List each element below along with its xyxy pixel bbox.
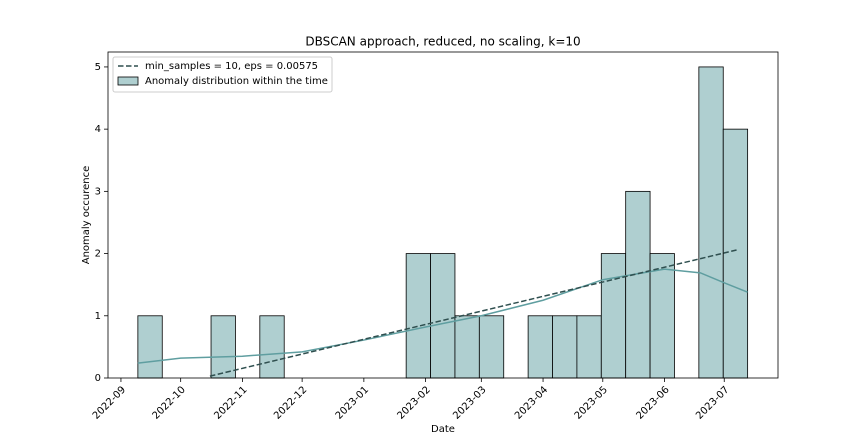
bar xyxy=(210,315,236,379)
kde-line xyxy=(137,268,748,364)
chart-title: DBSCAN approach, reduced, no scaling, k=… xyxy=(305,35,580,49)
bar xyxy=(600,253,627,379)
y-tick-label: 3 xyxy=(95,186,101,197)
y-tick-label: 2 xyxy=(95,249,101,260)
bar xyxy=(625,190,651,379)
bar xyxy=(576,315,602,379)
x-tick-label: 2023-05 xyxy=(573,384,610,421)
bar xyxy=(478,315,505,379)
y-tick-label: 1 xyxy=(95,311,101,322)
bar xyxy=(454,315,480,379)
y-tick-label: 4 xyxy=(95,124,101,135)
bar xyxy=(137,315,163,379)
x-axis-label: Date xyxy=(431,424,455,432)
x-tick-label: 2023-06 xyxy=(634,384,671,421)
x-tick-label: 2023-03 xyxy=(451,384,488,421)
plot-frame xyxy=(107,51,779,379)
bar xyxy=(649,253,675,379)
x-tick-label: 2022-09 xyxy=(91,384,128,421)
y-axis-label: Anomaly occurence xyxy=(81,166,92,265)
y-tick-label: 5 xyxy=(95,62,101,73)
bar xyxy=(552,315,578,379)
bar xyxy=(405,253,431,379)
bar xyxy=(722,128,749,379)
y-tick-label: 0 xyxy=(95,373,101,384)
bar xyxy=(430,253,456,379)
bar xyxy=(527,315,553,379)
x-tick-label: 2022-11 xyxy=(212,384,249,421)
bar xyxy=(698,66,724,379)
x-tick-label: 2023-07 xyxy=(694,384,731,421)
x-tick-label: 2023-02 xyxy=(395,384,432,421)
x-tick-label: 2023-04 xyxy=(513,384,550,421)
trend-line xyxy=(209,249,738,377)
bar xyxy=(259,315,285,379)
legend-label: min_samples = 10, eps = 0.00575 xyxy=(145,61,318,72)
legend-patch xyxy=(117,76,139,86)
x-tick-label: 2023-01 xyxy=(334,384,371,421)
legend-label: Anomaly distribution within the time xyxy=(145,76,328,87)
x-tick-label: 2022-10 xyxy=(151,384,188,421)
x-tick-label: 2022-12 xyxy=(272,384,309,421)
legend-box xyxy=(112,56,333,93)
